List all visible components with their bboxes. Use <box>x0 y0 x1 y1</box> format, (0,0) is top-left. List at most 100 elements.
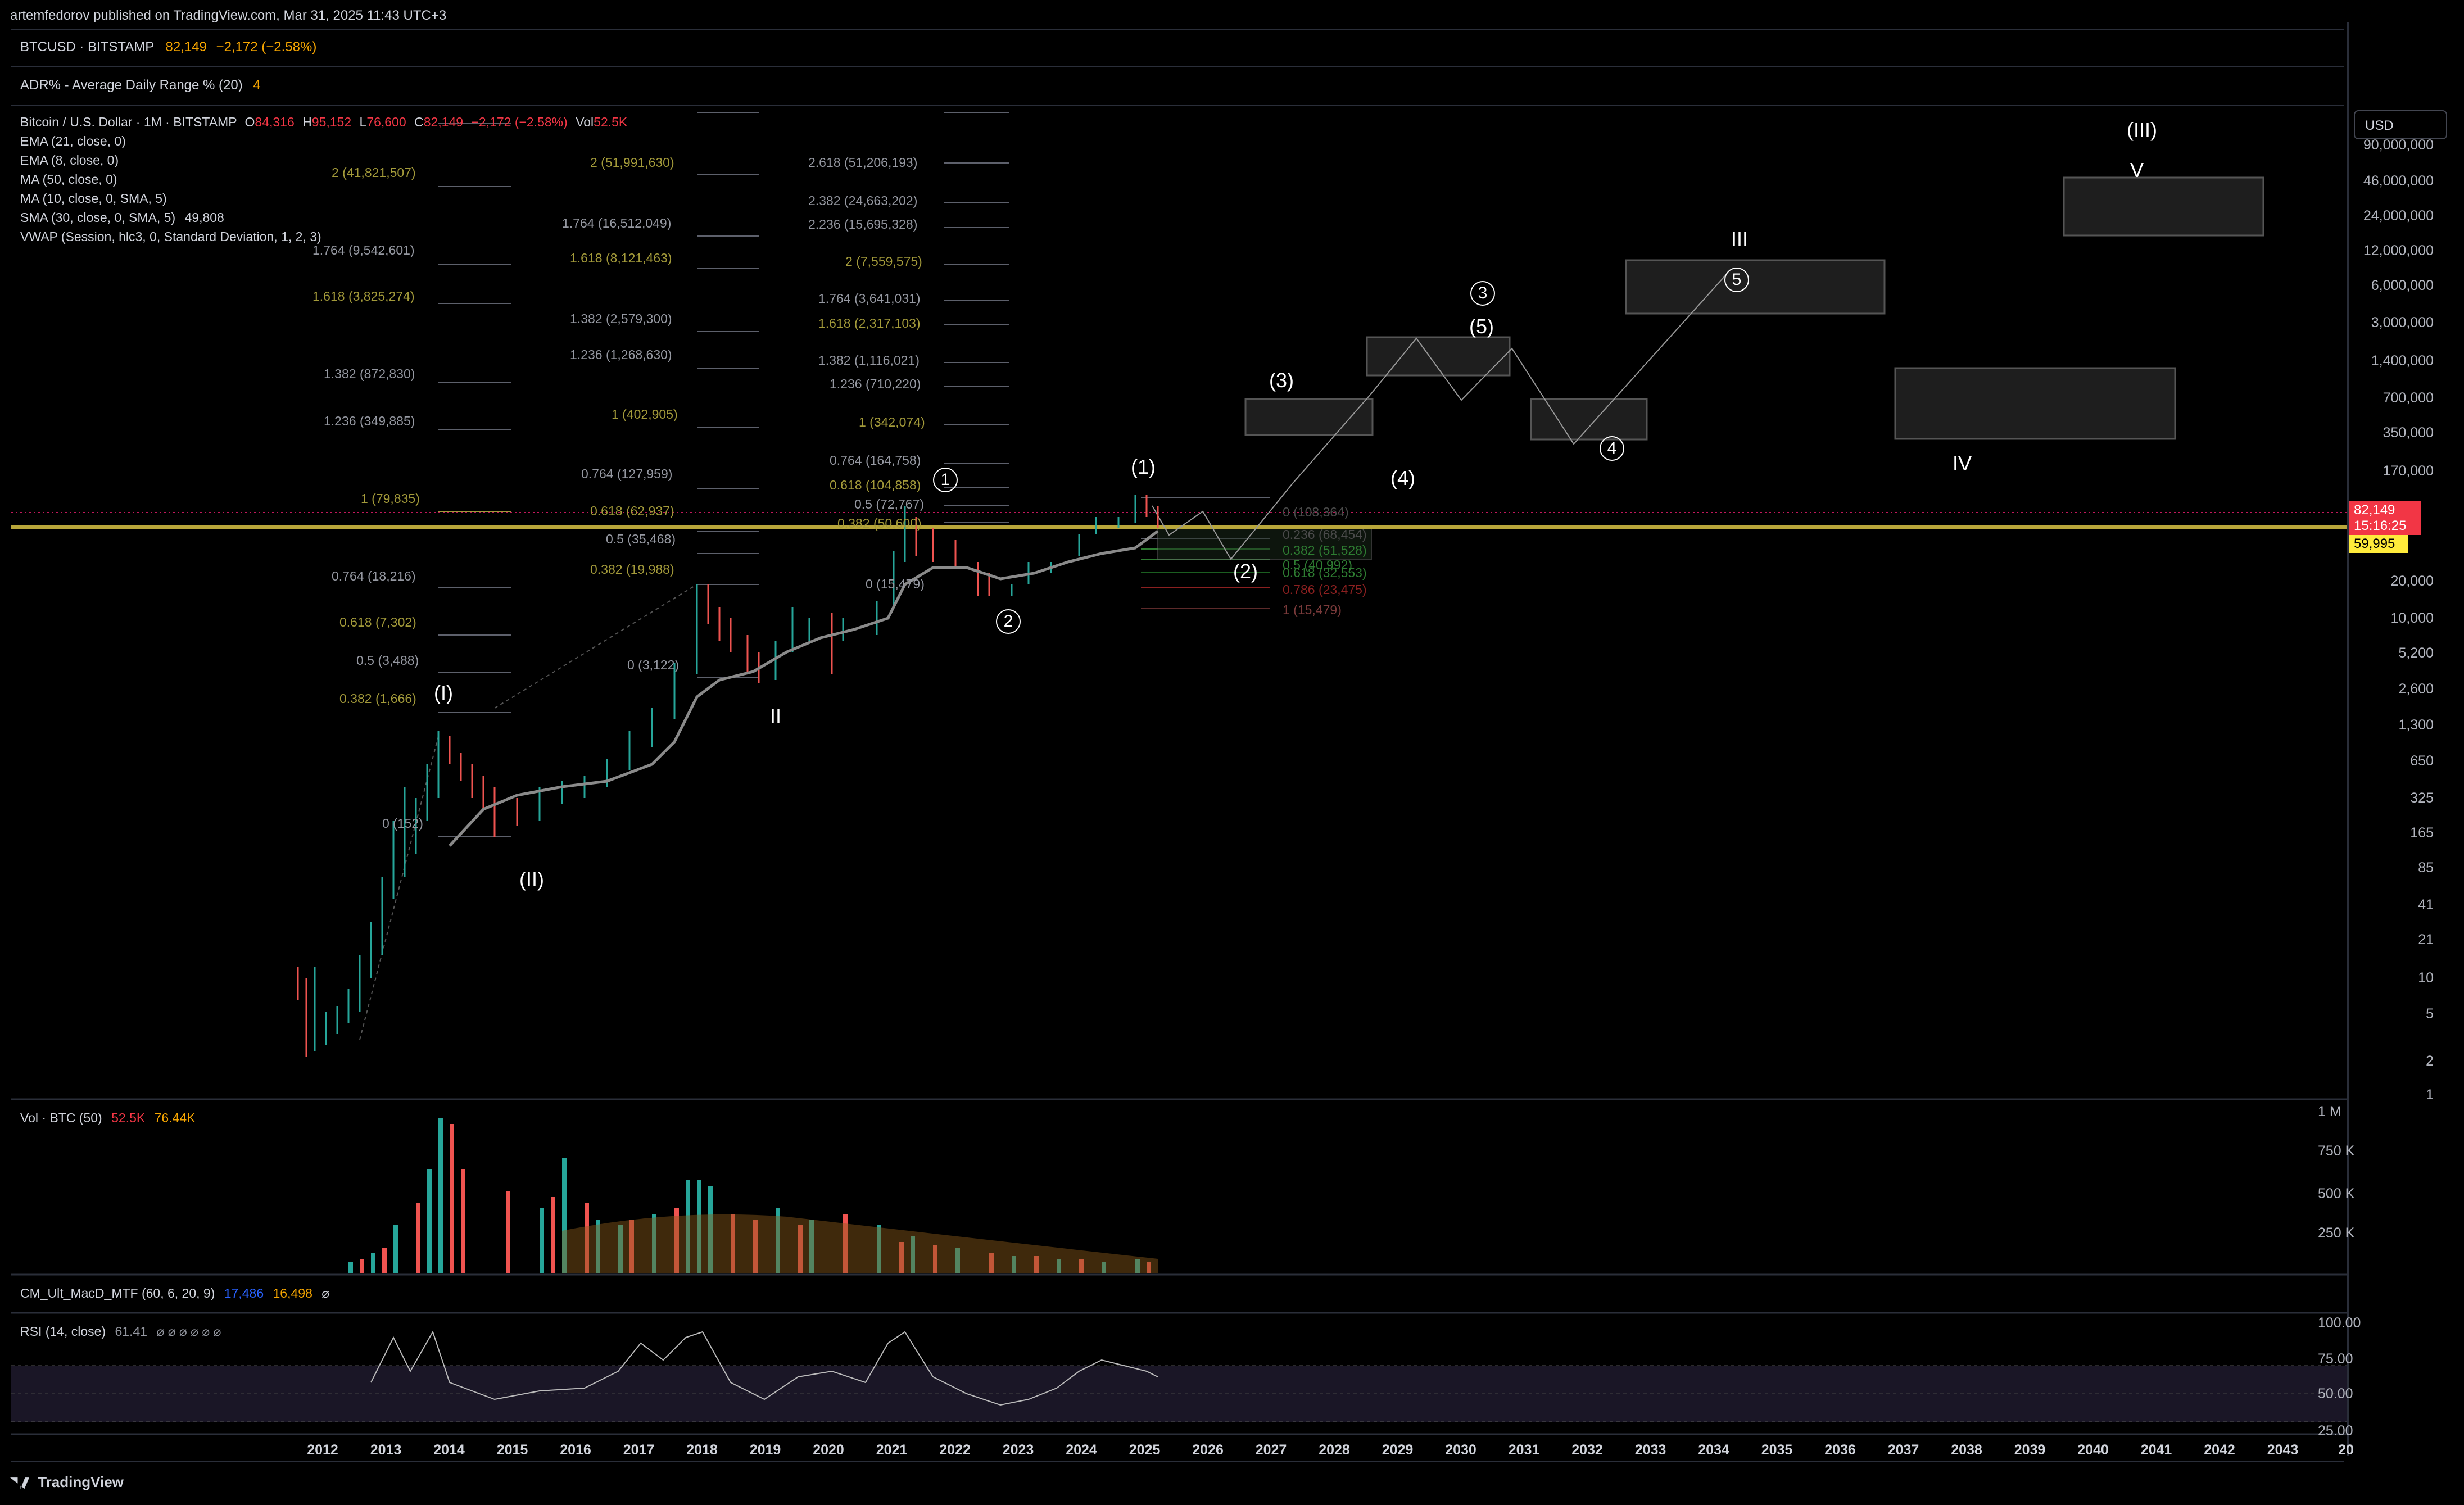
fib-label: 0.382 (1,666) <box>339 691 416 706</box>
indicator-ema-8[interactable]: EMA (8, close, 0) <box>20 153 119 167</box>
line-price-badge: 59,995 <box>2349 535 2408 553</box>
fib-label: 1.618 (3,825,274) <box>312 289 415 303</box>
fib-label: 2.236 (15,695,328) <box>808 217 918 232</box>
target-boxes[interactable] <box>1244 176 2264 441</box>
time-tick: 2022 <box>939 1442 971 1458</box>
chart-legend[interactable]: Bitcoin / U.S. Dollar · 1M · BITSTAMP O8… <box>20 112 627 246</box>
wave-label: V <box>2130 158 2144 182</box>
fib-set-1 <box>438 123 511 837</box>
time-tick: 2035 <box>1761 1442 1793 1458</box>
wave-label: (3) <box>1269 369 1294 392</box>
fib-label: 2 (7,559,575) <box>845 254 922 269</box>
time-tick: 2031 <box>1508 1442 1540 1458</box>
currency-button[interactable]: USD <box>2354 110 2447 139</box>
time-tick: 2029 <box>1382 1442 1414 1458</box>
wave-label: (1) <box>1131 455 1156 478</box>
fib-label: 0 (3,122) <box>627 658 680 672</box>
fib-label: 1.618 (8,121,463) <box>570 251 672 265</box>
time-tick: 2016 <box>560 1442 591 1458</box>
fib-label: 1 (15,479) <box>1283 602 1342 617</box>
fib-label: 2 (51,991,630) <box>590 155 674 170</box>
adr-value: 4 <box>253 78 261 93</box>
legend-h-label: H <box>302 115 312 129</box>
time-tick: 2030 <box>1445 1442 1476 1458</box>
rsi-legend[interactable]: RSI (14, close) 61.41 ⌀ ⌀ ⌀ ⌀ ⌀ ⌀ <box>20 1322 221 1341</box>
fib-label: 0.618 (32,553) <box>1283 565 1367 580</box>
legend-close: 82,149 <box>423 115 464 129</box>
time-tick: 2024 <box>1066 1442 1097 1458</box>
tradingview-brand: TradingView <box>38 1474 124 1490</box>
fib-set-3 <box>944 112 1009 523</box>
price-tick: 85 <box>2418 860 2434 876</box>
price-tick: 650 <box>2410 753 2434 769</box>
price-tick: 10,000 <box>2390 610 2434 626</box>
fib-label: 0.236 (68,454) <box>1283 527 1367 542</box>
fib-label: 1.618 (2,317,103) <box>818 316 921 330</box>
indicator-vwap[interactable]: VWAP (Session, hlc3, 0, Standard Deviati… <box>20 229 321 244</box>
macd-label: CM_Ult_MacD_MTF (60, 6, 20, 9) <box>20 1286 215 1300</box>
rsi-null-values: ⌀ ⌀ ⌀ ⌀ ⌀ ⌀ <box>156 1324 221 1339</box>
indicator-ma-10[interactable]: MA (10, close, 0, SMA, 5) <box>20 191 167 206</box>
time-tick: 2037 <box>1887 1442 1919 1458</box>
fib-label: 1 (342,074) <box>859 415 925 429</box>
legend-change: −2,172 (−2.58%) <box>471 115 568 129</box>
price-candles[interactable] <box>297 495 1159 1057</box>
price-tick: 170,000 <box>2383 463 2434 479</box>
volume-tick: 250 K <box>2318 1225 2355 1241</box>
volume-bars <box>348 1118 1158 1273</box>
fib-label: 0.5 (72,767) <box>854 497 925 511</box>
adr-indicator[interactable]: ADR% - Average Daily Range % (20) 4 <box>20 78 261 93</box>
fib-label: 0 (152) <box>382 816 423 831</box>
price-tick: 21 <box>2418 932 2434 948</box>
volume-value: 52.5K <box>111 1110 146 1125</box>
wave-label: III <box>1731 227 1749 250</box>
macd-legend[interactable]: CM_Ult_MacD_MTF (60, 6, 20, 9) 17,486 16… <box>20 1284 329 1303</box>
macd-value: 17,486 <box>224 1286 264 1300</box>
price-tick: 41 <box>2418 897 2434 913</box>
wave-circle-label: 4 <box>1600 436 1624 461</box>
legend-vol-label: Vol <box>576 115 594 129</box>
volume-ma-value: 76.44K <box>154 1110 196 1125</box>
price-tick: 165 <box>2410 825 2434 841</box>
time-tick: 2025 <box>1129 1442 1161 1458</box>
fib-label: 1.764 (3,641,031) <box>818 291 921 306</box>
fib-label: 0.764 (164,758) <box>830 453 921 468</box>
indicator-sma-30[interactable]: SMA (30, close, 0, SMA, 5) 49,808 <box>20 208 627 227</box>
legend-c-label: C <box>414 115 424 129</box>
fib-label: 1.236 (1,268,630) <box>570 347 672 362</box>
time-tick: 2033 <box>1634 1442 1666 1458</box>
fib-label: 1.236 (349,885) <box>324 414 415 428</box>
fib-label: 0.618 (7,302) <box>339 615 416 629</box>
moving-average-line <box>449 530 1159 847</box>
price-tick: 700,000 <box>2383 390 2434 406</box>
price-tick: 2 <box>2426 1053 2434 1069</box>
tradingview-logo[interactable]: TradingView <box>10 1474 124 1491</box>
indicator-ma-50[interactable]: MA (50, close, 0) <box>20 172 117 187</box>
fib-label: 0.382 (51,528) <box>1283 543 1367 557</box>
wave-circle-label: 3 <box>1470 281 1495 306</box>
volume-tick: 750 K <box>2318 1143 2355 1159</box>
current-price-badge: 82,149 15:16:25 <box>2349 501 2421 535</box>
indicator-ema-21[interactable]: EMA (21, close, 0) <box>20 134 126 148</box>
fib-label: 2 (41,821,507) <box>332 165 416 180</box>
symbol-price: 82,149 <box>165 39 207 55</box>
trend-dashed <box>494 584 697 709</box>
fib-label: 0.5 (3,488) <box>356 653 419 668</box>
indicator-sma-label: SMA (30, close, 0, SMA, 5) <box>20 210 176 225</box>
symbol-bar[interactable]: BTCUSD · BITSTAMP 82,149 −2,172 (−2.58%) <box>20 39 316 55</box>
price-tick: 90,000,000 <box>2363 137 2434 153</box>
time-tick: 2036 <box>1824 1442 1856 1458</box>
fib-label: 0 (108,364) <box>1283 505 1349 519</box>
time-tick: 2020 <box>813 1442 844 1458</box>
time-tick: 2019 <box>749 1442 781 1458</box>
macd-null-value: ⌀ <box>321 1286 330 1300</box>
price-tick: 325 <box>2410 790 2434 806</box>
rsi-label: RSI (14, close) <box>20 1324 106 1339</box>
macd-signal-value: 16,498 <box>273 1286 312 1300</box>
price-tick: 10 <box>2418 970 2434 986</box>
fib-label: 0.618 (62,937) <box>590 504 674 518</box>
rsi-tick: 75.00 <box>2318 1351 2353 1367</box>
volume-legend[interactable]: Vol · BTC (50) 52.5K 76.44K <box>20 1108 196 1127</box>
symbol-change: −2,172 (−2.58%) <box>216 39 317 55</box>
